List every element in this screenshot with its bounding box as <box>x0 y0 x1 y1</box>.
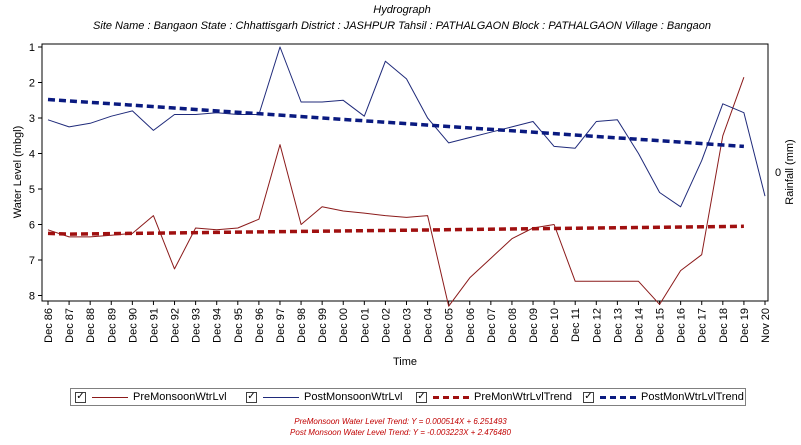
legend: ✓ PreMonsoonWtrLvl ✓ PostMonsoonWtrLvl ✓… <box>70 388 746 406</box>
x-axis-ticks: Dec 86 Dec 87 Dec 88 Dec 89 Dec 90 Dec 91 Dec … <box>43 301 772 343</box>
chart-subtitle: Site Name : Bangaon State : Chhattisgarh… <box>93 20 711 32</box>
legend-checkbox-postmonsoon[interactable]: ✓ <box>246 391 257 403</box>
x-tick-label: Dec 17 <box>697 308 709 343</box>
x-tick-label: Dec 14 <box>633 308 645 343</box>
series-line-postmonsoonwtrlvl <box>47 46 766 208</box>
legend-checkbox-premonsoon[interactable]: ✓ <box>75 391 86 403</box>
legend-swatch-premonsoon <box>92 396 128 398</box>
chart-title: Hydrograph <box>373 4 430 16</box>
x-tick-label: Dec 15 <box>655 308 667 343</box>
x-tick-label: Dec 90 <box>127 308 139 343</box>
x-tick-label: Dec 88 <box>85 308 97 343</box>
x-tick-label: Dec 92 <box>170 308 182 343</box>
y-tick-label: 3 <box>29 113 35 125</box>
legend-checkbox-premon-trend[interactable]: ✓ <box>416 391 427 403</box>
x-axis-label: Time <box>393 356 417 368</box>
y-tick-label: 7 <box>29 255 35 267</box>
x-tick-label: Dec 10 <box>549 308 561 343</box>
x-tick-label: Dec 87 <box>64 308 76 343</box>
x-tick-label: Dec 93 <box>191 308 203 343</box>
x-tick-label: Dec 05 <box>444 308 456 343</box>
y-tick-label: 4 <box>29 149 35 161</box>
legend-label-postmon-trend: PostMonWtrLvlTrend <box>641 391 744 403</box>
y-axis-ticks: 1 2 3 4 5 6 7 8 <box>29 42 42 303</box>
legend-checkbox-postmon-trend[interactable]: ✓ <box>583 391 594 403</box>
x-tick-label: Dec 89 <box>106 308 118 343</box>
x-tick-label: Dec 86 <box>43 308 55 343</box>
legend-item-postmon-trend[interactable]: ✓ PostMonWtrLvlTrend <box>583 389 744 405</box>
series-layer <box>47 46 766 307</box>
legend-swatch-postmonsoon <box>263 396 299 398</box>
x-tick-label: Dec 95 <box>233 308 245 343</box>
x-tick-label: Dec 96 <box>254 308 266 343</box>
y-tick-label: 6 <box>29 220 35 232</box>
x-tick-label: Dec 94 <box>212 308 224 343</box>
x-tick-label: Dec 00 <box>338 308 350 343</box>
legend-swatch-premon-trend <box>433 395 469 399</box>
y-tick-label: 8 <box>29 291 35 303</box>
y-axis-label: Water Level (mbgl) <box>12 126 24 219</box>
x-tick-label: Dec 06 <box>465 308 477 343</box>
x-tick-label: Dec 97 <box>275 308 287 343</box>
x-tick-label: Dec 19 <box>739 308 751 343</box>
x-tick-label: Dec 03 <box>402 308 414 343</box>
x-tick-label: Dec 01 <box>359 308 371 343</box>
x-tick-label: Dec 13 <box>612 308 624 343</box>
y-tick-label: 5 <box>29 184 35 196</box>
y-tick-label: 2 <box>29 78 35 90</box>
postmonsoon-trend-equation: Post Monsoon Water Level Trend: Y = -0.0… <box>290 428 511 437</box>
x-tick-label: Dec 08 <box>507 308 519 343</box>
x-tick-label: Dec 02 <box>380 308 392 343</box>
x-tick-label: Dec 09 <box>528 308 540 343</box>
x-tick-label: Nov 20 <box>760 308 772 343</box>
y2-axis-tick: 0 <box>775 167 781 179</box>
x-tick-label: Dec 91 <box>148 308 160 343</box>
series-line-premonsoonwtrlvl <box>47 77 745 307</box>
legend-item-postmonsoon[interactable]: ✓ PostMonsoonWtrLvl <box>246 389 402 405</box>
legend-item-premonsoon[interactable]: ✓ PreMonsoonWtrLvl <box>75 389 227 405</box>
x-tick-label: Dec 18 <box>718 308 730 343</box>
x-tick-label: Dec 16 <box>676 308 688 343</box>
plot-area <box>41 43 769 302</box>
y2-axis-label: Rainfall (mm) <box>784 139 796 204</box>
legend-label-postmonsoon: PostMonsoonWtrLvl <box>304 391 403 403</box>
x-tick-label: Dec 98 <box>296 308 308 343</box>
x-tick-label: Dec 04 <box>423 308 435 343</box>
premonsoon-trend-equation: PreMonsoon Water Level Trend: Y = 0.0005… <box>294 417 507 426</box>
legend-label-premonsoon: PreMonsoonWtrLvl <box>133 391 227 403</box>
x-tick-label: Dec 99 <box>317 308 329 343</box>
x-tick-label: Dec 12 <box>591 308 603 343</box>
x-tick-label: Dec 11 <box>570 308 582 342</box>
legend-label-premon-trend: PreMonWtrLvlTrend <box>474 391 573 403</box>
y-tick-label: 1 <box>29 42 35 54</box>
legend-item-premon-trend[interactable]: ✓ PreMonWtrLvlTrend <box>416 389 572 405</box>
series-line-postmonwtrlvltrend <box>47 97 745 149</box>
legend-swatch-postmon-trend <box>600 395 636 399</box>
x-tick-label: Dec 07 <box>486 308 498 343</box>
